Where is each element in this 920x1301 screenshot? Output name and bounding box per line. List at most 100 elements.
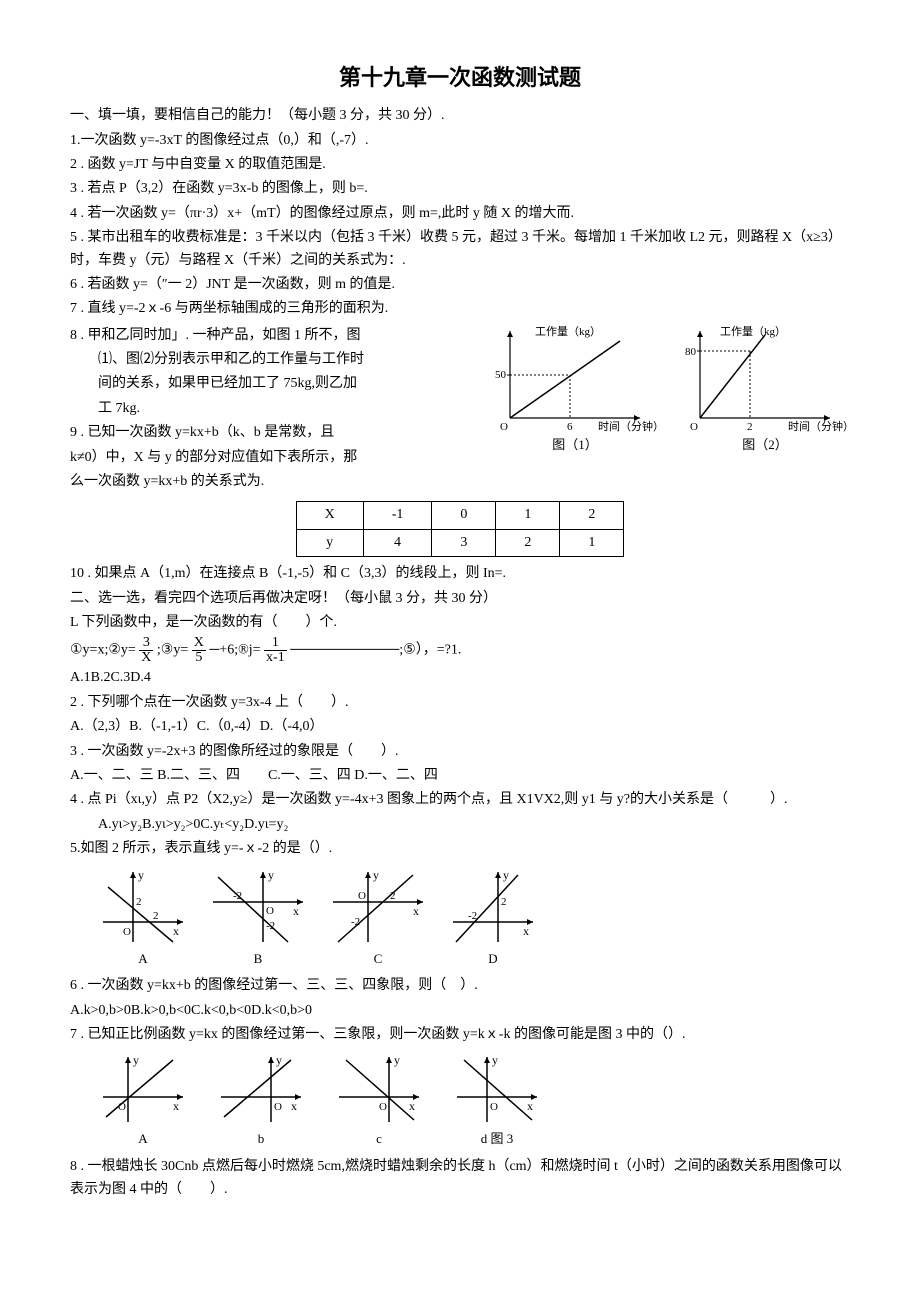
table-cell: X xyxy=(296,502,363,529)
s2-q5: 5.如图 2 所示，表示直线 y=-ｘ-2 的是（）. xyxy=(70,838,850,860)
q9-line1: 9 . 已知一次函数 y=kx+b（k、b 是常数，且 xyxy=(70,422,480,444)
mini2-b: xy O b xyxy=(216,1052,306,1150)
svg-text:y: y xyxy=(394,1053,400,1067)
svg-text:O: O xyxy=(123,926,131,938)
svg-text:y: y xyxy=(373,868,379,882)
s2-q6o: A.k>0,b>0B.k>0,b<0C.k<0,b<0D.k<0,b>0 xyxy=(70,1000,850,1022)
q6: 6 . 若函数 y=（″一 2）JNT 是一次函数，则 m 的值是. xyxy=(70,274,850,296)
q8-line3: 间的关系，如果甲已经加工了 75kg,则乙加 xyxy=(70,373,480,395)
q7-charts: xy O A xy O b xy O c xy O xyxy=(98,1052,850,1150)
mini-chart-a: xy O 2 2 A xyxy=(98,867,188,970)
mini-chart-b-label: B xyxy=(208,949,308,970)
q4: 4 . 若一次函数 y=（πr·3）x+（mT）的图像经过原点，则 m=,此时 … xyxy=(70,203,850,225)
svg-text:x: x xyxy=(173,924,179,938)
q9-table: X -1 0 1 2 y 4 3 2 1 xyxy=(296,501,625,557)
s2-q7: 7 . 已知正比例函数 y=kx 的图像经过第一、三象限，则一次函数 y=kｘ-… xyxy=(70,1024,850,1046)
s2-q1a: L 下列函数中，是一次函数的有（ ）个. xyxy=(70,612,850,634)
svg-text:x: x xyxy=(409,1099,415,1113)
table-cell: 0 xyxy=(432,502,496,529)
fig2-ytick: 80 xyxy=(685,346,697,358)
svg-text:x: x xyxy=(293,904,299,918)
fig1-ytick: 50 xyxy=(495,369,507,381)
mini2-c: x y O c xyxy=(334,1052,424,1150)
svg-text:-2: -2 xyxy=(351,916,360,928)
svg-text:O: O xyxy=(358,890,366,902)
svg-text:x: x xyxy=(173,1099,179,1113)
fig2-xtick: 2 xyxy=(747,421,753,433)
q9-line3: 么一次函数 y=kx+b 的关系式为. xyxy=(70,471,480,493)
q5-charts: x y O 2 2 A x y O -2 -2 B x y O 2 -2 C xyxy=(98,867,850,970)
fig1-ylabel: 工作量（kg） xyxy=(535,325,601,338)
s2-q4: 4 . 点 Pi（xι,y）点 P2（X2,y≥）是一次函数 y=-4x+3 图… xyxy=(70,789,850,811)
mini2-d: xy O d 图 3 xyxy=(452,1052,542,1150)
table-cell: 4 xyxy=(363,529,432,556)
fig1-caption: 图（1） xyxy=(490,435,660,456)
svg-text:x: x xyxy=(523,924,529,938)
mini-chart-a-label: A xyxy=(98,949,188,970)
svg-text:2: 2 xyxy=(390,890,396,902)
q8-line1: 8 . 甲和乙同时加」. 一种产品，如图 1 所不，图 xyxy=(70,325,480,347)
svg-text:y: y xyxy=(268,868,274,882)
fig2-xlabel: 时间（分钟） xyxy=(788,419,850,433)
table-cell: y xyxy=(296,529,363,556)
section1-heading: 一、填一填，要相信自己的能力！（每小题 3 分，共 30 分）. xyxy=(70,105,850,127)
figure-2: 工作量（kg） 时间（分钟） 80 2 O 图（2） xyxy=(680,323,850,456)
table-cell: 3 xyxy=(432,529,496,556)
svg-text:-2: -2 xyxy=(468,910,477,922)
table-cell: 2 xyxy=(560,502,624,529)
svg-text:-2: -2 xyxy=(233,890,242,902)
q1: 1.一次函数 y=-3xT 的图像经过点（0,）和（,-7）. xyxy=(70,130,850,152)
table-cell: 2 xyxy=(496,529,560,556)
section2-heading: 二、选一选，看完四个选项后再做决定呀！（每小鼠 3 分，共 30 分） xyxy=(70,588,850,610)
svg-text:O: O xyxy=(274,1101,282,1113)
svg-text:y: y xyxy=(133,1053,139,1067)
fraction-3: 1x-1 xyxy=(264,636,287,665)
svg-text:x: x xyxy=(291,1099,297,1113)
s2-q2: 2 . 下列哪个点在一次函数 y=3x-4 上（ ）. xyxy=(70,692,850,714)
q1b-mid3: ───────────;⑤），=?1. xyxy=(290,643,461,658)
svg-text:y: y xyxy=(138,868,144,882)
svg-text:O: O xyxy=(266,905,274,917)
q3: 3 . 若点 P（3,2）在函数 y=3x-b 的图像上，则 b=. xyxy=(70,178,850,200)
page-title: 第十九章一次函数测试题 xyxy=(70,60,850,95)
mini2-a-label: A xyxy=(98,1129,188,1150)
table-cell: 1 xyxy=(560,529,624,556)
s2-q3: 3 . 一次函数 y=-2x+3 的图像所经过的象限是（ ）. xyxy=(70,741,850,763)
q10: 10 . 如果点 A（1,m）在连接点 B（-1,-5）和 C（3,3）的线段上… xyxy=(70,563,850,585)
mini-chart-c-label: C xyxy=(328,949,428,970)
svg-text:y: y xyxy=(503,868,509,882)
s2-q1b: ①y=x;②y= 3X ;③y= X5 ─+6;®j= 1x-1 ───────… xyxy=(70,636,850,665)
svg-text:y: y xyxy=(492,1053,498,1067)
s2-q8: 8 . 一根蜡烛长 30Cnb 点燃后每小时燃烧 5cm,燃烧时蜡烛剩余的长度 … xyxy=(70,1156,850,1201)
table-cell: -1 xyxy=(363,502,432,529)
mini-chart-c: x y O 2 -2 C xyxy=(328,867,428,970)
s2-q3o: A.一、二、三 B.二、三、四 C.一、三、四 D.一、二、四 xyxy=(70,765,850,787)
fraction-2: X5 xyxy=(192,636,206,665)
q9-line2: k≠0）中，X 与 y 的部分对应值如下表所示，那 xyxy=(70,447,480,469)
mini2-c-label: c xyxy=(334,1129,424,1150)
q1b-mid2: ─+6;®j= xyxy=(209,643,264,658)
q8-line2: ⑴、图⑵分别表示甲和乙的工作量与工作时 xyxy=(70,349,480,371)
q7: 7 . 直线 y=-2ｘ-6 与两坐标轴围成的三角形的面积为. xyxy=(70,298,850,320)
svg-text:x: x xyxy=(413,904,419,918)
q8-line4: 工 7kg. xyxy=(70,398,480,420)
fig1-origin: O xyxy=(500,421,508,433)
mini-chart-b: xy O -2 -2 B xyxy=(208,867,308,970)
fig1-xtick: 6 xyxy=(567,421,573,433)
q5: 5 . 某市出租车的收费标准是：3 千米以内（包括 3 千米）收费 5 元，超过… xyxy=(70,227,850,272)
q1b-pre: ①y=x;②y= xyxy=(70,643,136,658)
svg-text:O: O xyxy=(379,1101,387,1113)
s2-q6: 6 . 一次函数 y=kx+b 的图像经过第一、三、三、四象限，则（ ）. xyxy=(70,975,850,997)
fig2-caption: 图（2） xyxy=(680,435,850,456)
mini2-a: xy O A xyxy=(98,1052,188,1150)
s2-q4o: A.yι>y₂B.yι>y₂>0C.yₜ<y₂D.yι=y₂ xyxy=(70,814,850,836)
figure-1: 工作量（kg） 时间（分钟） 50 6 O 图（1） xyxy=(490,323,660,456)
q2: 2 . 函数 y=JT 与中自变量 X 的取值范围是. xyxy=(70,154,850,176)
svg-text:x: x xyxy=(527,1099,533,1113)
fig2-origin: O xyxy=(690,421,698,433)
svg-text:O: O xyxy=(490,1101,498,1113)
q1b-mid1: ;③y= xyxy=(157,643,188,658)
table-cell: 1 xyxy=(496,502,560,529)
svg-text:2: 2 xyxy=(136,896,142,908)
svg-text:y: y xyxy=(276,1053,282,1067)
